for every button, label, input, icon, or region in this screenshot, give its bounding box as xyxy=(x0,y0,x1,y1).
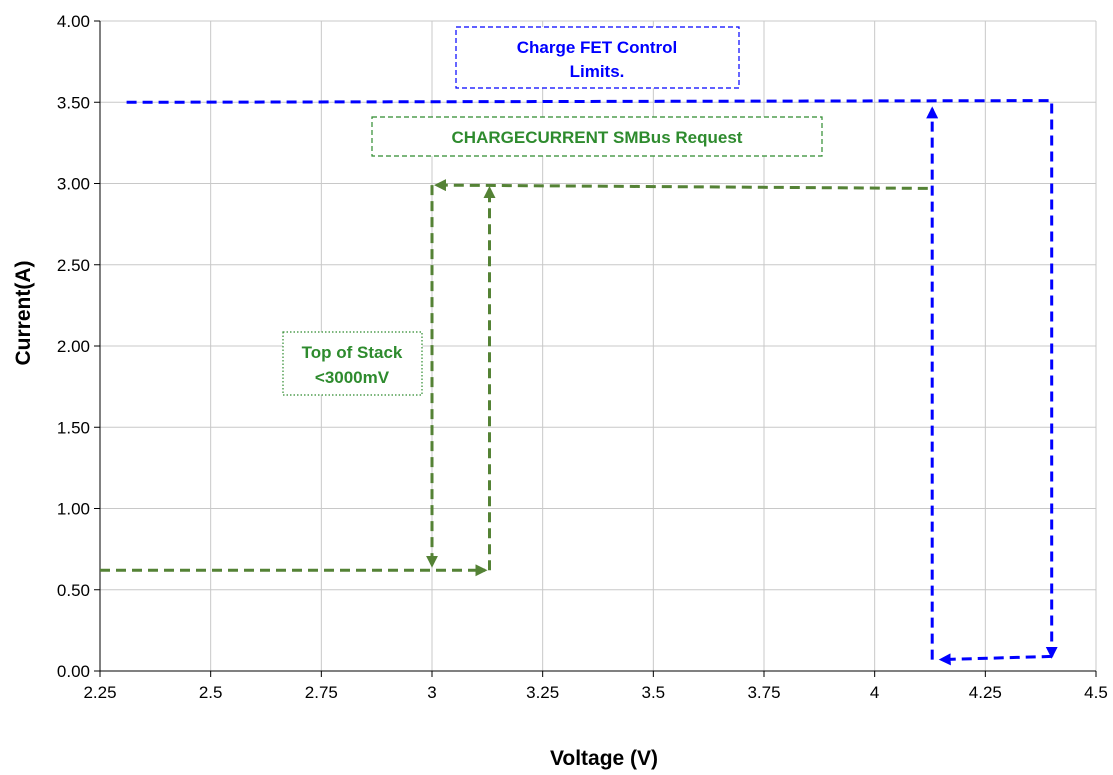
y-tick-label: 1.00 xyxy=(57,500,90,519)
series-line-green-3 xyxy=(434,179,928,192)
annotation-chargecurrent-request: CHARGECURRENT SMBus Request xyxy=(371,116,823,157)
annotation-top-of-stack: Top of Stack <3000mV xyxy=(282,331,423,396)
y-axis-title: Current(A) xyxy=(12,261,35,366)
annotation-charge-fet-limits: Charge FET Control Limits. xyxy=(455,26,740,89)
x-tick-label: 4.5 xyxy=(1084,683,1108,702)
x-tick-label: 2.25 xyxy=(83,683,116,702)
x-tick-label: 2.75 xyxy=(305,683,338,702)
x-tick-label: 3.5 xyxy=(642,683,666,702)
x-axis-title: Voltage (V) xyxy=(550,747,658,770)
y-tick-label: 3.50 xyxy=(57,93,90,112)
series-line-blue-1 xyxy=(938,653,1052,666)
y-tick-label: 2.50 xyxy=(57,256,90,275)
y-tick-label: 3.00 xyxy=(57,175,90,194)
x-tick-label: 4 xyxy=(870,683,879,702)
annotation-line: Limits. xyxy=(570,62,625,81)
series-line-blue-0 xyxy=(126,99,1058,659)
series xyxy=(100,99,1058,666)
x-tick-label: 3.75 xyxy=(747,683,780,702)
x-tick-label: 2.5 xyxy=(199,683,223,702)
y-tick-label: 4.00 xyxy=(57,12,90,31)
y-tick-label: 2.00 xyxy=(57,337,90,356)
x-tick-labels: 2.25 2.5 2.75 3 3.25 3.5 3.75 4 4.25 4.5 xyxy=(83,683,1107,702)
y-tick-labels: 0.00 0.50 1.00 1.50 2.00 2.50 3.00 3.50 4.00 xyxy=(57,12,90,681)
annotation-line: Top of Stack xyxy=(302,343,403,362)
axes xyxy=(94,20,1097,677)
x-tick-label: 4.25 xyxy=(969,683,1002,702)
x-tick-label: 3 xyxy=(427,683,436,702)
annotation-line: CHARGECURRENT SMBus Request xyxy=(452,128,743,147)
y-tick-label: 0.00 xyxy=(57,662,90,681)
y-tick-label: 1.50 xyxy=(57,418,90,437)
annotation-line: <3000mV xyxy=(315,368,390,387)
annotation-line: Charge FET Control xyxy=(517,38,678,57)
y-tick-label: 0.50 xyxy=(57,581,90,600)
x-tick-label: 3.25 xyxy=(526,683,559,702)
